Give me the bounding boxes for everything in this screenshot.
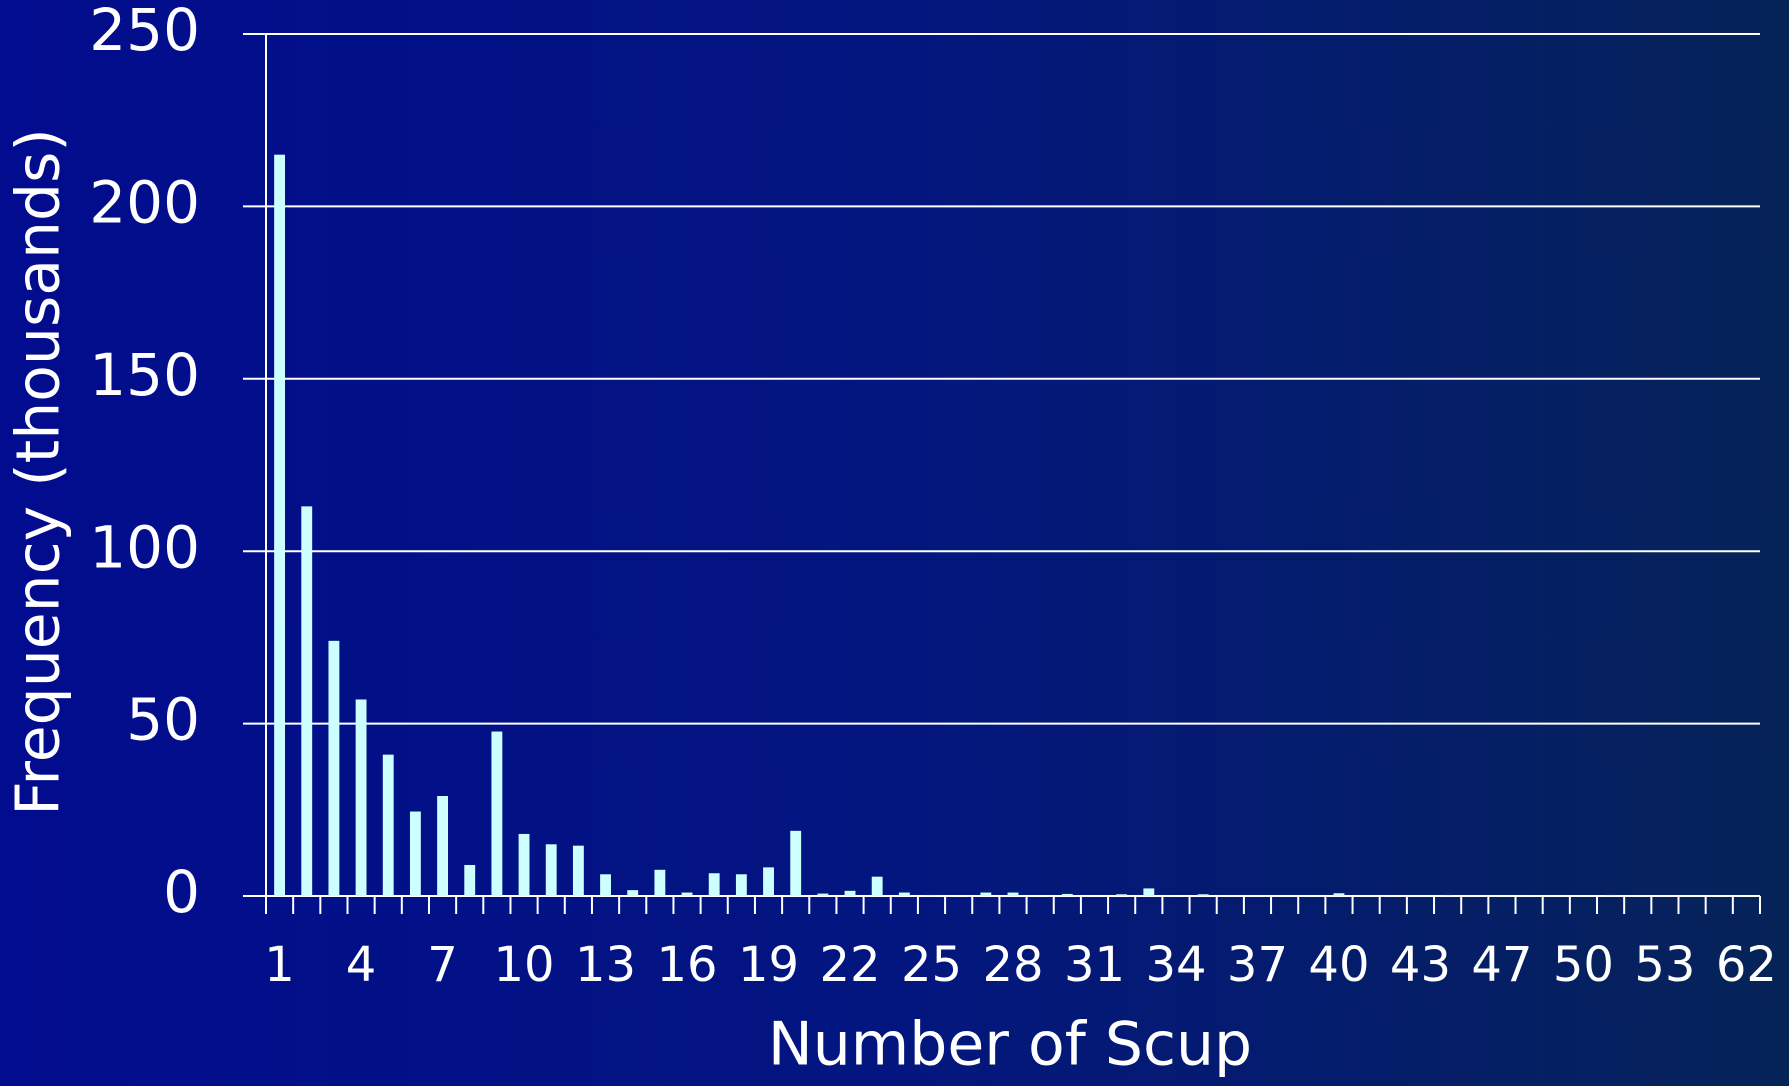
bar	[1143, 888, 1155, 896]
x-tick-label: 10	[494, 937, 555, 993]
y-axis-label: Frequency (thousands)	[4, 128, 74, 816]
bar	[871, 876, 883, 896]
bar	[980, 892, 992, 896]
bar	[572, 845, 584, 896]
bar	[545, 844, 557, 896]
bar	[708, 873, 720, 896]
bar	[382, 754, 394, 896]
bar	[844, 890, 856, 896]
y-tick-label: 150	[89, 341, 200, 409]
bar	[301, 506, 313, 896]
x-tick-label: 28	[982, 937, 1043, 993]
x-tick-label: 1	[264, 937, 295, 993]
bar	[1333, 893, 1345, 896]
bar	[763, 867, 774, 896]
x-tick-label: 37	[1227, 937, 1288, 993]
bar	[926, 894, 937, 896]
bar	[1605, 894, 1617, 896]
bar	[735, 874, 747, 896]
x-tick-label: 19	[738, 937, 799, 993]
bar	[518, 833, 530, 896]
x-tick-label: 7	[427, 937, 458, 993]
x-tick-label: 13	[575, 937, 636, 993]
y-tick-label: 100	[89, 513, 200, 581]
bar	[491, 731, 503, 896]
x-tick-label: 40	[1308, 937, 1369, 993]
y-tick-label: 50	[126, 686, 200, 754]
x-tick-label: 53	[1634, 937, 1695, 993]
bar	[681, 892, 693, 896]
bar	[1116, 894, 1128, 896]
bar	[600, 874, 611, 896]
x-tick-label: 62	[1716, 937, 1777, 993]
bar	[627, 890, 639, 896]
x-tick-label: 47	[1471, 937, 1532, 993]
x-tick-label: 25	[901, 937, 962, 993]
x-tick-label: 22	[819, 937, 880, 993]
bar	[437, 796, 448, 896]
bar	[1061, 893, 1073, 896]
bar	[654, 869, 666, 896]
bar	[328, 640, 340, 896]
bar	[1442, 894, 1454, 896]
bar	[409, 811, 421, 896]
bar	[898, 892, 910, 896]
bar	[817, 893, 829, 896]
x-tick-label: 43	[1390, 937, 1451, 993]
bar	[790, 830, 802, 896]
x-tick-label: 31	[1064, 937, 1125, 993]
x-tick-label: 4	[346, 937, 377, 993]
bar	[1197, 894, 1209, 896]
x-tick-label: 50	[1553, 937, 1614, 993]
x-axis-label: Number of Scup	[768, 1010, 1252, 1080]
bar	[464, 864, 476, 896]
bar	[355, 699, 367, 896]
y-tick-label: 0	[163, 858, 200, 926]
y-tick-label: 250	[89, 0, 200, 64]
x-tick-label: 16	[656, 937, 717, 993]
x-tick-label: 34	[1145, 937, 1206, 993]
bar	[274, 154, 286, 896]
y-tick-label: 200	[89, 169, 200, 237]
bar	[1007, 892, 1019, 896]
